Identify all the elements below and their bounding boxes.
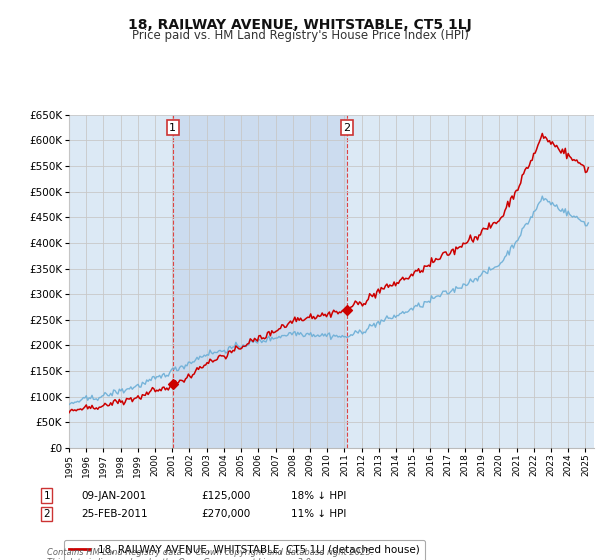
Point xyxy=(342,305,352,314)
Text: 09-JAN-2001: 09-JAN-2001 xyxy=(81,491,146,501)
Text: 2: 2 xyxy=(343,123,350,133)
Bar xyxy=(173,115,347,448)
Text: 1: 1 xyxy=(169,123,176,133)
Text: Contains HM Land Registry data © Crown copyright and database right 2025.
This d: Contains HM Land Registry data © Crown c… xyxy=(47,548,373,560)
Text: 25-FEB-2011: 25-FEB-2011 xyxy=(81,509,148,519)
Text: £270,000: £270,000 xyxy=(201,509,250,519)
Text: 18% ↓ HPI: 18% ↓ HPI xyxy=(291,491,346,501)
Text: 18, RAILWAY AVENUE, WHITSTABLE, CT5 1LJ: 18, RAILWAY AVENUE, WHITSTABLE, CT5 1LJ xyxy=(128,18,472,32)
Text: 1: 1 xyxy=(43,491,50,501)
Text: £125,000: £125,000 xyxy=(201,491,250,501)
Legend: 18, RAILWAY AVENUE, WHITSTABLE, CT5 1LJ (detached house), HPI: Average price, de: 18, RAILWAY AVENUE, WHITSTABLE, CT5 1LJ … xyxy=(64,540,425,560)
Text: 2: 2 xyxy=(43,509,50,519)
Text: 11% ↓ HPI: 11% ↓ HPI xyxy=(291,509,346,519)
Point xyxy=(168,380,178,389)
Text: Price paid vs. HM Land Registry's House Price Index (HPI): Price paid vs. HM Land Registry's House … xyxy=(131,29,469,42)
